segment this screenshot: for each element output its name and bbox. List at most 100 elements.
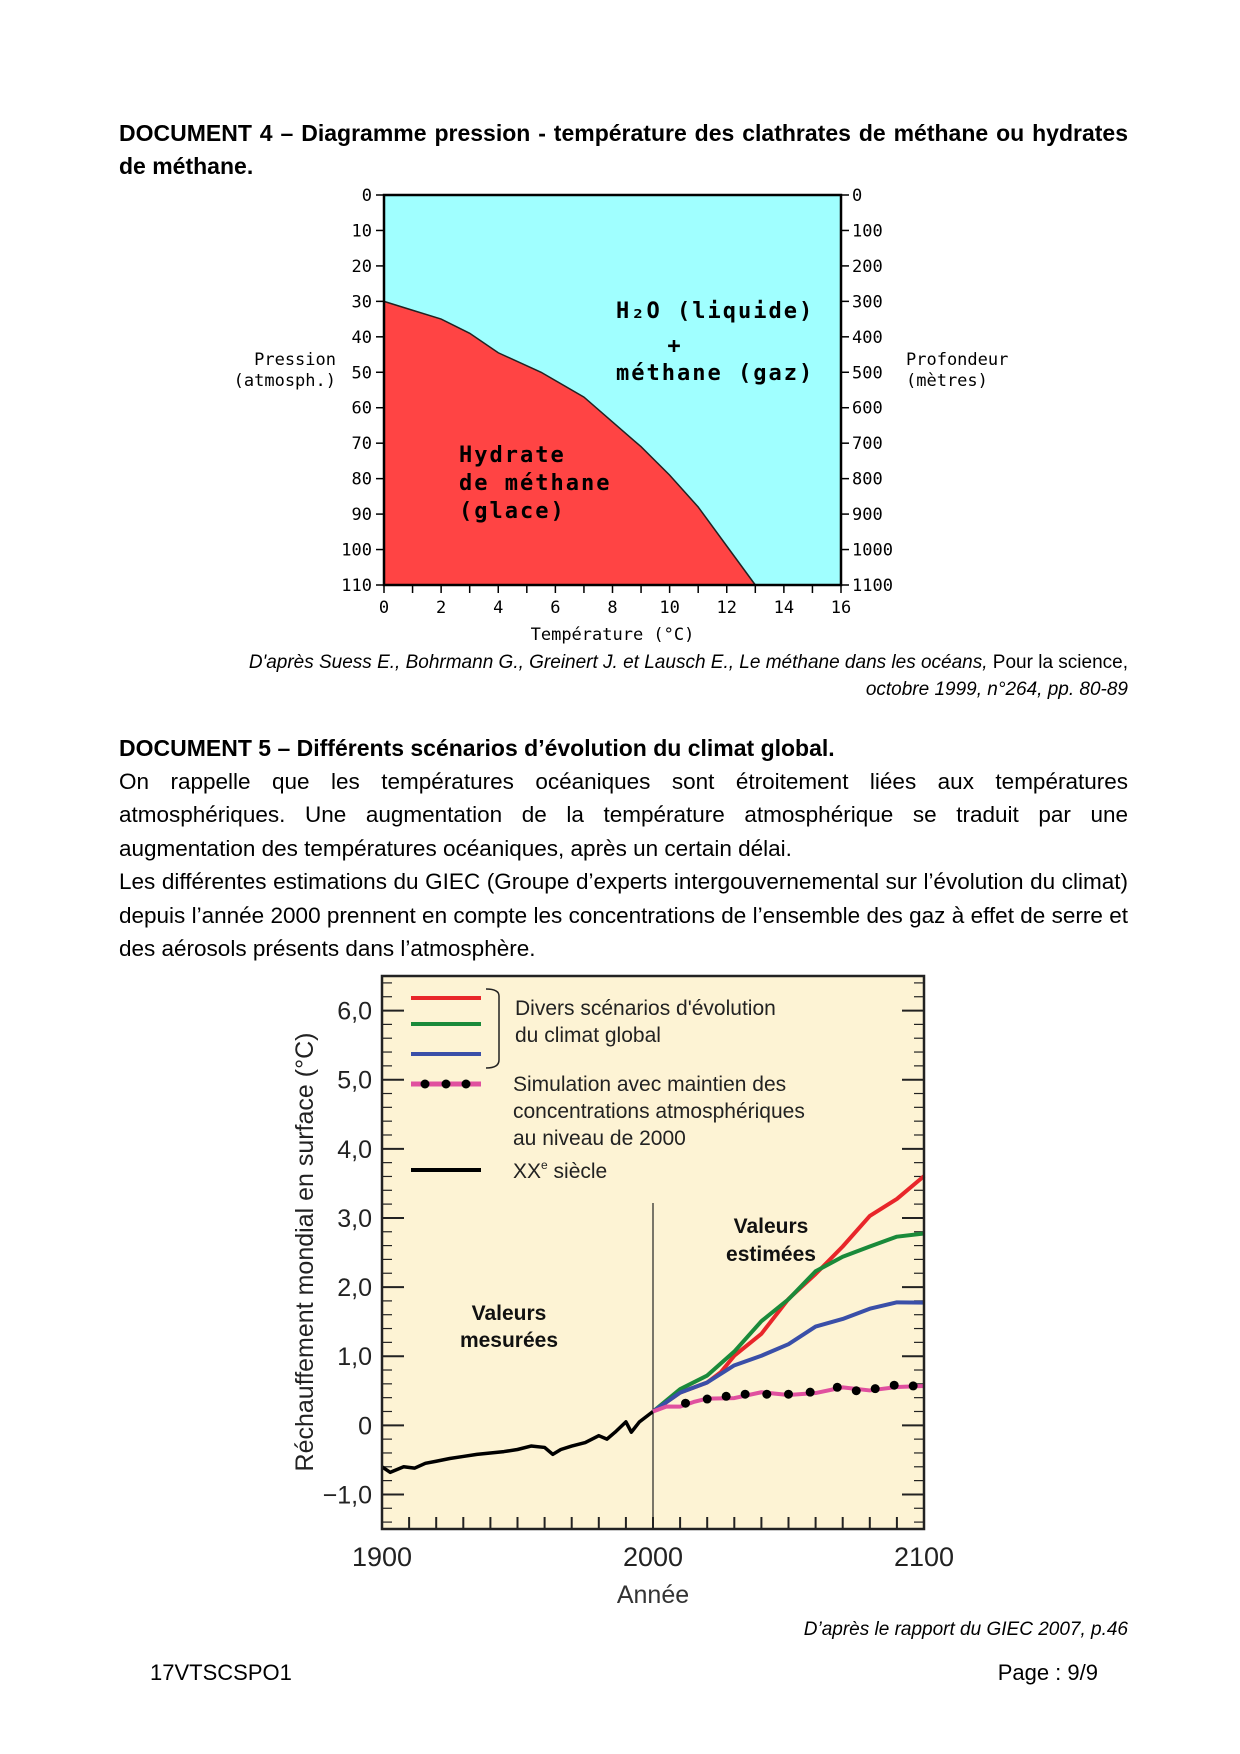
region-hydrate xyxy=(384,301,756,585)
y-tick-label: 10 xyxy=(352,221,372,241)
series-marker xyxy=(740,1389,750,1399)
y2-tick-label: 400 xyxy=(852,328,883,348)
legend-label-simulation: Simulation avec maintien des xyxy=(513,1073,786,1096)
legend-marker xyxy=(420,1079,430,1089)
y2-tick-label: 900 xyxy=(852,505,883,525)
y2-tick-label: 300 xyxy=(852,292,883,312)
footer-page-number: Page : 9/9 xyxy=(997,1660,1098,1685)
y-tick-label: 70 xyxy=(352,434,372,454)
series-marker xyxy=(784,1389,793,1399)
x-tick-label: 0 xyxy=(379,598,389,618)
citation-journal: Pour la science, xyxy=(987,652,1128,673)
legend-century-superscript: e xyxy=(541,1158,548,1172)
region-label-plus: + xyxy=(667,334,682,359)
series-marker xyxy=(889,1380,899,1390)
y-tick-label: −1,0 xyxy=(323,1481,372,1509)
y-tick-label: 5,0 xyxy=(337,1067,372,1095)
document-5-text: On rappelle que les températures océaniq… xyxy=(119,765,1128,965)
y2-tick-label: 200 xyxy=(852,257,883,277)
y2-tick-label: 1100 xyxy=(852,576,893,596)
legend-label-simulation: concentrations atmosphériques xyxy=(513,1100,805,1123)
y-tick-label: 0 xyxy=(358,1412,372,1440)
y2-tick-label: 700 xyxy=(852,434,883,454)
series-marker xyxy=(908,1381,918,1391)
series-marker xyxy=(870,1384,880,1394)
legend-bracket xyxy=(485,988,500,1069)
x-tick-label: 2100 xyxy=(894,1542,954,1572)
x-tick-label: 2 xyxy=(436,598,446,618)
x-axis-label: Température (°C) xyxy=(531,625,695,645)
phase-diagram: 0102030405060708090100110010020030040050… xyxy=(234,186,1009,645)
x-tick-label: 2000 xyxy=(623,1542,683,1572)
y-tick-label: 2,0 xyxy=(337,1274,372,1302)
y2-axis-label: (mètres) xyxy=(906,371,988,391)
phase-boundary-line xyxy=(383,300,756,586)
legend-label-xx-century: XXe siècle xyxy=(513,1158,607,1183)
series-marker xyxy=(805,1387,815,1397)
series-line-xx-century xyxy=(381,1410,655,1475)
y-tick-label: 60 xyxy=(352,399,372,419)
x-tick-label: 8 xyxy=(607,598,617,618)
legend-label-simulation: au niveau de 2000 xyxy=(513,1127,686,1150)
y2-axis-label: Profondeur xyxy=(906,350,1008,370)
y2-tick-label: 600 xyxy=(852,399,883,419)
climate-chart: −1,0 0 1,0 2,0 3,0 4,0 5,0 6,0 1900 2000 2100 Année… xyxy=(291,974,954,1609)
document-4-citation: D'après Suess E., Bohrmann G., Greinert … xyxy=(249,649,1128,703)
x-axis-label: Année xyxy=(617,1581,689,1609)
y-axis-label: (atmosph.) xyxy=(234,371,336,391)
y-axis-label: Réchauffement mondial en surface (°C) xyxy=(291,1033,319,1472)
y-tick-label: 20 xyxy=(352,257,372,277)
region-label-gas: méthane (gaz) xyxy=(616,361,814,386)
legend-label-scenarios: du climat global xyxy=(515,1024,661,1047)
series-marker xyxy=(702,1394,712,1404)
x-tick-label: 16 xyxy=(831,598,851,618)
legend-marker xyxy=(441,1079,451,1089)
y-tick-label: 100 xyxy=(341,541,372,561)
y-tick-label: 50 xyxy=(352,363,372,383)
y-tick-label: 90 xyxy=(352,505,372,525)
series-marker xyxy=(721,1391,731,1401)
region-label-liquid: H₂O (liquide) xyxy=(616,299,814,324)
y2-tick-label: 500 xyxy=(852,363,883,383)
series-line-scenario-blue xyxy=(651,1300,925,1414)
y-tick-label: 1,0 xyxy=(337,1343,372,1371)
region-label-hydrate: (glace) xyxy=(459,499,566,524)
x-tick-label: 12 xyxy=(717,598,737,618)
y2-tick-label: 1000 xyxy=(852,541,893,561)
legend-century-text: XX xyxy=(513,1160,541,1183)
x-tick-label: 10 xyxy=(659,598,679,618)
citation-date: octobre 1999, n°264, pp. 80-89 xyxy=(865,679,1128,700)
series-line-simulation-2000 xyxy=(652,1384,925,1414)
y-tick-label: 30 xyxy=(352,292,372,312)
annotation-estimated: Valeurs xyxy=(734,1215,809,1238)
y2-tick-label: 800 xyxy=(852,470,883,490)
y-tick-label: 4,0 xyxy=(337,1136,372,1164)
y-tick-label: 6,0 xyxy=(337,998,372,1026)
series-marker xyxy=(681,1398,691,1408)
y-axis-label: Pression xyxy=(254,350,336,370)
series-marker xyxy=(851,1386,861,1396)
citation-authors: D'après Suess E., Bohrmann G., Greinert … xyxy=(248,652,988,673)
legend-century-text: siècle xyxy=(548,1160,608,1183)
legend-marker xyxy=(461,1079,471,1089)
x-tick-label: 6 xyxy=(550,598,560,618)
x-tick-label: 1900 xyxy=(352,1542,412,1572)
region-label-hydrate: Hydrate xyxy=(459,443,566,468)
annotation-estimated: estimées xyxy=(726,1243,816,1266)
annotation-measured: Valeurs xyxy=(472,1302,547,1325)
footer-code: 17VTSCSPO1 xyxy=(150,1660,292,1685)
annotation-measured: mesurées xyxy=(460,1329,558,1352)
y-tick-label: 110 xyxy=(341,576,372,596)
document-4-title: DOCUMENT 4 – Diagramme pression - tempér… xyxy=(119,120,1128,179)
series-marker xyxy=(762,1389,772,1399)
x-tick-label: 14 xyxy=(774,598,794,618)
y-tick-label: 80 xyxy=(352,470,372,490)
y-tick-label: 0 xyxy=(362,186,372,206)
paragraph: On rappelle que les températures océaniq… xyxy=(119,769,1128,861)
y2-tick-label: 100 xyxy=(852,221,883,241)
y-tick-label: 40 xyxy=(352,328,372,348)
plot-frame xyxy=(380,974,926,1531)
series-line-scenario-green xyxy=(651,1231,925,1414)
x-tick-label: 4 xyxy=(493,598,503,618)
